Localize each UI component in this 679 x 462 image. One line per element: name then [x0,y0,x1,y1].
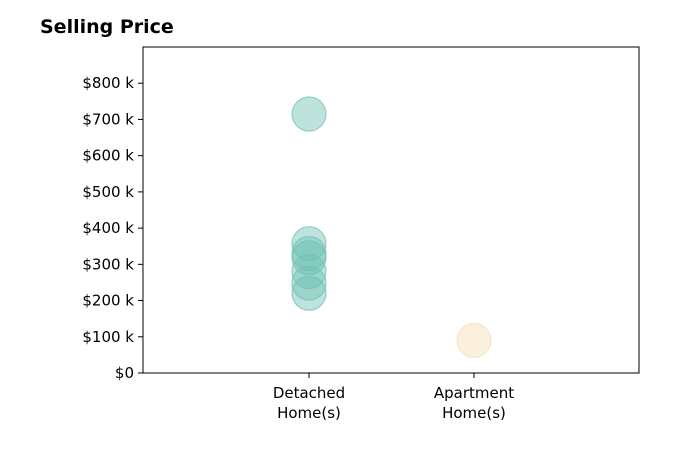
y-tick-label: $700 k [82,110,134,128]
data-point [291,265,327,301]
x-axis: Detached Home(s) Apartment Home(s) [273,373,514,422]
data-point [456,322,492,358]
points-layer [291,96,492,358]
y-tick-label: $500 k [82,183,134,201]
y-tick-label: $400 k [82,219,134,237]
y-axis: $0 $100 k $200 k $300 k $400 k $500 k $600 k $7… [82,74,143,382]
y-tick-label: $200 k [82,292,134,310]
x-tick-label: Apartment Home(s) [434,384,514,422]
data-point [291,226,327,262]
data-point [291,96,327,132]
y-tick-label: $100 k [82,328,134,346]
y-tick-label: $600 k [82,147,134,165]
chart-title: Selling Price [40,16,174,38]
data-point [291,275,327,311]
y-tick-label: $300 k [82,255,134,273]
x-tick-label: Detached Home(s) [273,384,345,422]
plot-frame [142,46,640,374]
data-point [291,253,327,290]
y-tick-label: $800 k [82,74,134,92]
y-tick-label: $0 [115,364,134,382]
data-point [291,240,327,276]
